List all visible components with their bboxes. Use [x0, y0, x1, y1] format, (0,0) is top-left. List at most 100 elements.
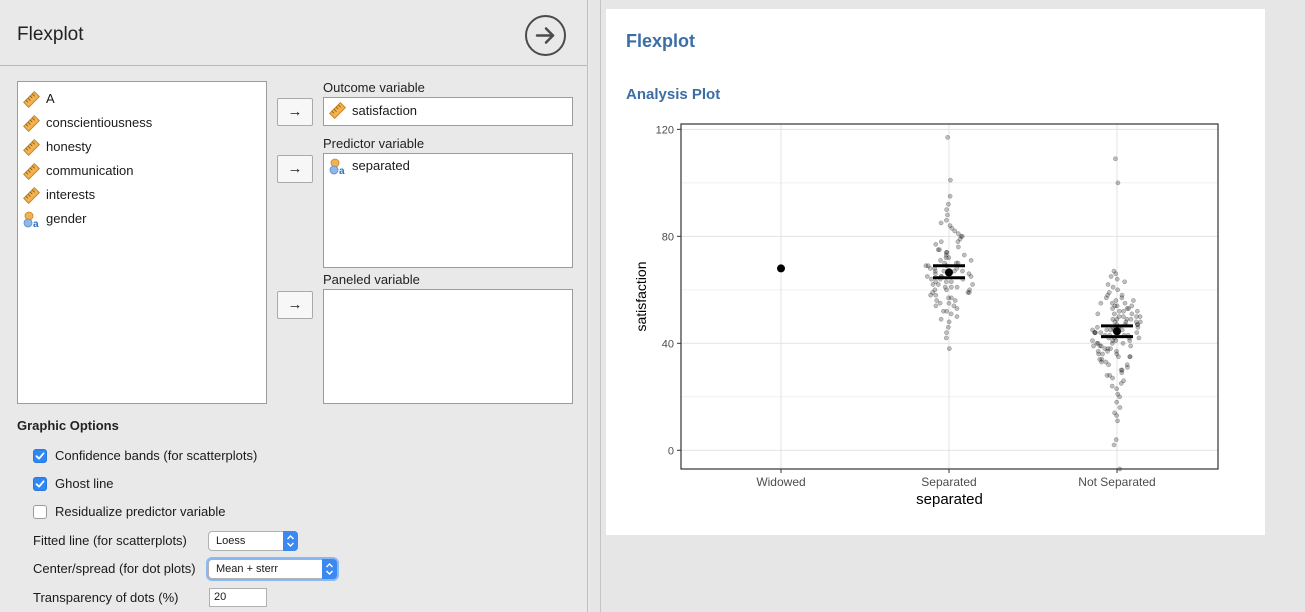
predictor-box[interactable]: a separated [323, 153, 573, 268]
data-point [952, 228, 958, 234]
data-point [1100, 351, 1105, 357]
data-point [948, 311, 954, 317]
data-point [1090, 338, 1095, 343]
data-point [1118, 381, 1124, 386]
data-point [1120, 340, 1126, 346]
data-point [1095, 340, 1101, 346]
chevron-updown-icon [322, 559, 337, 579]
residualize-checkbox[interactable] [33, 505, 47, 519]
data-point [935, 247, 941, 253]
data-point [1121, 378, 1126, 384]
assign-outcome-button[interactable]: → [277, 98, 313, 126]
variable-label: honesty [46, 139, 92, 154]
data-point [1123, 319, 1129, 325]
data-point [1112, 410, 1117, 416]
data-point [944, 287, 949, 293]
data-point [1106, 362, 1112, 368]
data-point [923, 263, 929, 269]
confidence-bands-checkbox[interactable] [33, 449, 47, 463]
mean-point [945, 268, 953, 277]
data-point [1094, 340, 1100, 346]
data-point [1097, 343, 1103, 349]
data-point [954, 284, 960, 290]
data-point [1126, 306, 1131, 311]
data-point [938, 220, 944, 226]
variable-label: gender [46, 211, 87, 226]
center-spread-select[interactable]: Mean + sterr [208, 559, 337, 579]
data-point [1105, 292, 1110, 298]
data-point [947, 346, 952, 352]
variable-item-honesty[interactable]: honesty [18, 135, 266, 159]
y-tick-label: 40 [662, 338, 674, 350]
data-point [1107, 373, 1113, 378]
data-point [946, 295, 951, 301]
y-tick-label: 0 [668, 445, 674, 457]
data-point [946, 201, 951, 207]
data-point [937, 247, 942, 253]
ruler-icon [23, 163, 40, 180]
predictor-item[interactable]: a separated [324, 154, 572, 178]
fitted-line-select[interactable]: Loess [208, 531, 298, 551]
data-point [1122, 279, 1127, 285]
data-point [1099, 356, 1105, 362]
x-axis-title: separated [916, 491, 983, 508]
data-point [1137, 314, 1143, 319]
ghost-line-checkbox[interactable] [33, 477, 47, 491]
mean-point [1113, 327, 1121, 336]
ghost-line-label: Ghost line [55, 476, 114, 491]
data-point [1119, 367, 1125, 373]
analysis-plot: 0 40 80 120 Widowed Separated Not Separated sep… [633, 123, 1219, 508]
variable-item-gender[interactable]: a gender [18, 207, 266, 231]
variable-item-A[interactable]: A [18, 87, 266, 111]
data-point [1117, 308, 1122, 314]
data-point [1133, 319, 1139, 325]
outcome-item[interactable]: satisfaction [324, 98, 572, 124]
assign-predictor-button[interactable]: → [277, 155, 313, 183]
data-point [1124, 306, 1130, 311]
transparency-input[interactable]: 20 [209, 588, 267, 607]
data-point [930, 290, 936, 295]
ruler-icon [23, 115, 40, 132]
data-point [1125, 365, 1130, 370]
data-point [1105, 348, 1110, 354]
y-axis-title: satisfaction [633, 261, 649, 331]
data-point [948, 279, 954, 285]
variable-item-conscientiousness[interactable]: conscientiousness [18, 111, 266, 135]
variable-item-communication[interactable]: communication [18, 159, 266, 183]
fitted-line-value: Loess [216, 535, 246, 547]
data-point [1124, 316, 1130, 322]
data-point [1122, 300, 1128, 306]
data-point [968, 258, 974, 263]
data-point [1137, 319, 1143, 325]
panel-title: Flexplot [17, 24, 84, 45]
run-button[interactable] [525, 15, 566, 56]
data-point [1110, 306, 1115, 311]
data-point [1103, 295, 1109, 301]
data-point [1119, 370, 1125, 376]
outcome-box[interactable]: satisfaction [323, 97, 573, 126]
assign-paneled-button[interactable]: → [277, 291, 313, 319]
data-point [967, 287, 972, 293]
data-point [930, 282, 936, 287]
data-point [952, 298, 958, 303]
data-point [1109, 383, 1115, 389]
data-point [1115, 180, 1121, 186]
data-point [924, 274, 930, 279]
paneled-box[interactable] [323, 289, 573, 404]
nominal-text-icon: a [23, 211, 39, 228]
variable-label: interests [46, 187, 96, 202]
data-point [937, 300, 943, 306]
chevron-updown-icon [283, 531, 298, 551]
panel-header: Flexplot [0, 0, 587, 66]
data-point [1108, 327, 1113, 333]
data-point [1112, 319, 1118, 325]
variable-item-interests[interactable]: interests [18, 183, 266, 207]
data-point [1110, 284, 1116, 290]
data-point [1135, 308, 1140, 314]
data-point [1121, 314, 1126, 319]
data-point [1113, 437, 1119, 442]
data-point [959, 233, 965, 239]
data-point [1112, 303, 1118, 309]
